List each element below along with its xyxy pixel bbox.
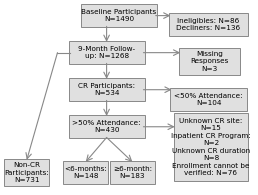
FancyBboxPatch shape	[179, 48, 240, 75]
FancyBboxPatch shape	[171, 88, 247, 111]
FancyBboxPatch shape	[69, 78, 145, 101]
FancyBboxPatch shape	[169, 13, 248, 36]
Text: 9-Month Follow-
up: N=1268: 9-Month Follow- up: N=1268	[78, 46, 135, 59]
FancyBboxPatch shape	[81, 4, 157, 27]
FancyBboxPatch shape	[174, 113, 248, 181]
Text: Unknown CR site:
N=15
Inpatient CR Program:
N=2
Unknown CR duration
N=8
Enrollme: Unknown CR site: N=15 Inpatient CR Progr…	[171, 118, 251, 176]
FancyBboxPatch shape	[69, 115, 145, 138]
FancyBboxPatch shape	[63, 161, 108, 184]
Text: Baseline Participants
N=1490: Baseline Participants N=1490	[81, 9, 157, 22]
Text: <6-months:
N=148: <6-months: N=148	[64, 166, 107, 179]
Text: Missing
Responses
N=3: Missing Responses N=3	[191, 51, 229, 72]
Text: Ineligibles: N=86
Decliners: N=136: Ineligibles: N=86 Decliners: N=136	[176, 18, 241, 31]
FancyBboxPatch shape	[69, 41, 145, 64]
Text: Non-CR
Participants:
N=731: Non-CR Participants: N=731	[4, 162, 49, 183]
Text: CR Participants:
N=534: CR Participants: N=534	[78, 83, 135, 97]
FancyBboxPatch shape	[110, 161, 155, 184]
Text: <50% Attendance:
N=104: <50% Attendance: N=104	[174, 93, 243, 106]
FancyBboxPatch shape	[4, 159, 50, 186]
Text: ≥6-month:
N=183: ≥6-month: N=183	[113, 166, 152, 179]
Text: >50% Attendance:
N=430: >50% Attendance: N=430	[72, 120, 141, 134]
